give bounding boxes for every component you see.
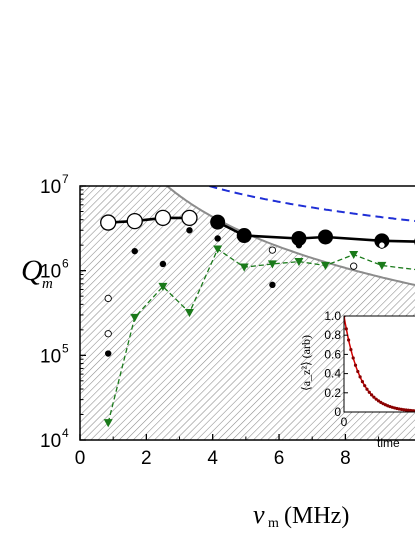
gray-limit-curve xyxy=(165,186,415,287)
inset-point-2 xyxy=(347,338,351,342)
series-3 xyxy=(104,241,386,338)
plot-frame xyxy=(79,185,415,441)
series-4-point-2 xyxy=(158,282,168,292)
y-axis-label-sub: m xyxy=(42,276,53,292)
series-2-point-3 xyxy=(186,227,193,234)
plot-area xyxy=(100,186,415,428)
series-3-point-1 xyxy=(104,330,112,338)
series-3-point-3 xyxy=(350,262,358,270)
inset-point-8 xyxy=(360,380,364,384)
y-axis-label: Q m xyxy=(21,254,53,292)
inset-point-7 xyxy=(358,375,362,379)
series-2-point-1 xyxy=(131,247,138,255)
series-1-point-2 xyxy=(291,230,307,246)
inset-point-10 xyxy=(365,387,369,391)
series-2-point-5 xyxy=(269,281,276,289)
series-0-point-1 xyxy=(126,212,143,230)
y-tick-label-0: 10 xyxy=(40,431,61,452)
inset-x-tick-0: 0 xyxy=(341,415,348,429)
series-0-line xyxy=(108,216,190,224)
series-1-point-3 xyxy=(317,229,333,245)
series-4-point-0 xyxy=(103,419,113,428)
x-tick-label-4: 8 xyxy=(340,448,351,469)
series-2-point-0 xyxy=(104,350,112,357)
inset-point-3 xyxy=(349,348,353,352)
series-3-point-4 xyxy=(378,241,386,249)
series-1 xyxy=(210,214,415,249)
inset-y-tick-label-0: 0 xyxy=(334,405,341,419)
blue-dashed-curve xyxy=(209,186,415,222)
series-0 xyxy=(100,209,198,231)
inset: 0 0.2 0.4 0.6 0.8 1.0 0 time ⟨a_z²⟩ (arb) xyxy=(299,309,415,450)
inset-point-5 xyxy=(353,363,358,367)
x-tick-label-3: 6 xyxy=(274,448,285,469)
inset-point-28 xyxy=(406,408,410,412)
inset-point-9 xyxy=(363,384,367,388)
x-axis-label-sub: m xyxy=(268,516,279,531)
inset-point-15 xyxy=(376,399,381,403)
x-axis-label-symbol: ν xyxy=(253,500,265,529)
y-axis-label-symbol: Q xyxy=(21,254,43,287)
inset-y-tick-label-3: 0.6 xyxy=(324,347,341,361)
x-axis-label-unit: (MHz) xyxy=(284,503,349,529)
x-tick-label-1: 2 xyxy=(141,448,152,469)
series-4-point-7 xyxy=(294,257,304,267)
x-tick-label-0: 0 xyxy=(75,448,86,469)
series-4-point-4 xyxy=(213,245,223,254)
series-4-point-8 xyxy=(320,261,330,271)
inset-y-ticks: 0 0.2 0.4 0.6 0.8 1.0 xyxy=(324,309,348,419)
inset-point-12 xyxy=(370,393,374,397)
series-2 xyxy=(104,227,303,357)
series-4-point-5 xyxy=(239,263,249,272)
series-0-point-2 xyxy=(154,209,172,227)
inset-point-11 xyxy=(367,390,371,394)
series-4-point-1 xyxy=(130,313,140,322)
hatched-area xyxy=(80,186,415,440)
series-2-point-2 xyxy=(159,260,167,268)
inset-point-13 xyxy=(372,395,376,399)
y-tick-label-exp-2: 6 xyxy=(62,257,69,271)
series-layer xyxy=(100,209,415,428)
y-tick-label-1: 10 xyxy=(40,346,61,367)
series-0-point-3 xyxy=(181,209,198,227)
inset-y-tick-label-1: 0.2 xyxy=(324,386,341,400)
x-ticks: 0 2 4 6 8 xyxy=(75,434,380,469)
series-2-point-6 xyxy=(295,241,303,249)
inset-point-14 xyxy=(374,397,378,401)
series-3-point-0 xyxy=(104,294,112,303)
y-tick-label-exp-1: 5 xyxy=(62,341,69,355)
series-0-point-0 xyxy=(100,214,117,231)
y-tick-label-exp-3: 7 xyxy=(62,172,69,186)
inset-point-4 xyxy=(351,356,355,360)
series-4-point-3 xyxy=(184,308,194,318)
x-tick-label-2: 4 xyxy=(207,448,218,469)
y-tick-label-2: 10 xyxy=(40,262,61,283)
series-4 xyxy=(103,245,415,428)
series-2-point-4 xyxy=(214,235,221,242)
inset-points xyxy=(344,316,415,412)
inset-y-tick-label-4: 0.8 xyxy=(324,328,341,342)
series-4-point-10 xyxy=(377,261,387,271)
y-tick-label-3: 10 xyxy=(40,177,61,198)
inset-point-1 xyxy=(344,327,348,331)
inset-x-label: time xyxy=(377,436,400,450)
inset-y-label: ⟨a_z²⟩ (arb) xyxy=(299,335,313,391)
inset-y-tick-label-5: 1.0 xyxy=(324,309,341,323)
hatched-region xyxy=(80,186,415,440)
inset-y-tick-label-2: 0.4 xyxy=(324,367,341,381)
x-axis-label: ν m (MHz) xyxy=(253,500,349,531)
series-1-point-4 xyxy=(374,233,390,249)
series-4-point-9 xyxy=(349,250,359,260)
series-3-point-2 xyxy=(268,246,277,254)
series-4-point-6 xyxy=(267,260,277,269)
series-1-point-0 xyxy=(210,214,226,230)
inset-frame xyxy=(343,315,415,413)
y-tick-label-exp-0: 4 xyxy=(62,426,69,440)
series-1-point-1 xyxy=(236,228,252,244)
inset-point-6 xyxy=(356,369,360,374)
